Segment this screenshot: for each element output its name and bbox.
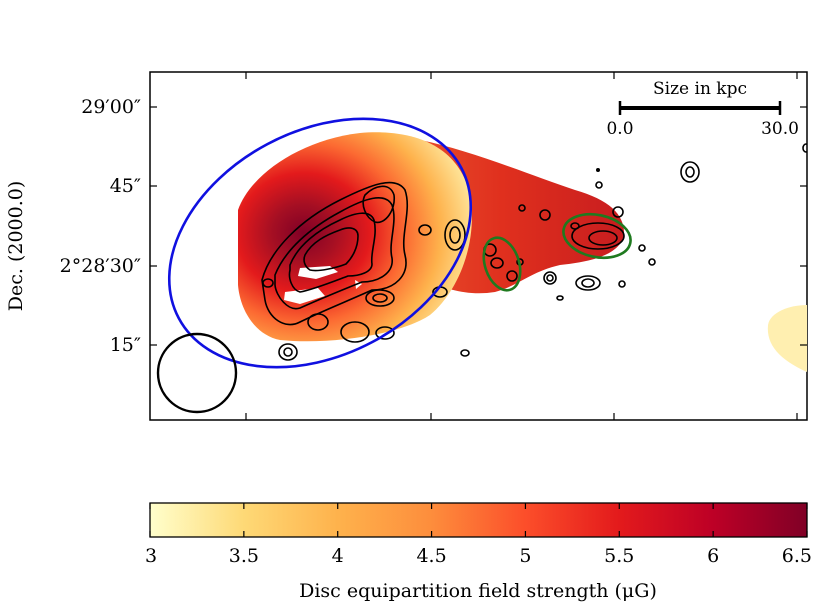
colorbar-label: Disc equipartition field strength (μG) — [299, 580, 657, 602]
colorbar-tick-label: 4.5 — [416, 545, 446, 567]
colorbar-tick-label: 4 — [332, 545, 344, 567]
scale-bar: Size in kpc 0.0 30.0 — [606, 79, 798, 139]
scale-bar-end-label: 30.0 — [761, 119, 799, 139]
tail-region-ellipse-1 — [482, 236, 522, 292]
colorbar-ticks: 3 3.5 4 4.5 5 5.5 6 6.5 — [145, 503, 812, 567]
y-tick-label: 2°28′30″ — [60, 255, 141, 277]
contour-dot — [596, 168, 600, 172]
y-tick-label: 15″ — [110, 334, 141, 356]
colorbar-tick-label: 3.5 — [229, 545, 259, 567]
scale-bar-start-label: 0.0 — [606, 119, 633, 139]
tail-region-ellipse-2 — [562, 212, 632, 260]
tail-emission — [420, 140, 625, 294]
colorbar-tick-label: 6 — [707, 545, 719, 567]
disc-aperture-ellipse — [167, 117, 473, 369]
scale-bar-title: Size in kpc — [653, 79, 747, 99]
disc-emission — [238, 132, 472, 342]
beam-circle — [156, 332, 238, 414]
top-ticks — [245, 72, 798, 420]
colorbar-tick-label: 5 — [519, 545, 531, 567]
colorbar-tick-label: 3 — [145, 545, 157, 567]
map-area — [156, 117, 807, 414]
radio-contours — [261, 143, 807, 361]
colorbar-tick-label: 6.5 — [782, 545, 812, 567]
y-tick-label: 45″ — [110, 175, 141, 197]
y-tick-label: 29′00″ — [81, 96, 141, 118]
colorbar-tick-label: 5.5 — [604, 545, 634, 567]
blank-pixels — [284, 266, 362, 304]
edge-patch — [767, 305, 807, 372]
colorbar — [149, 502, 808, 538]
y-axis-title: Dec. (2000.0) — [5, 181, 27, 312]
y-ticks — [150, 106, 807, 346]
